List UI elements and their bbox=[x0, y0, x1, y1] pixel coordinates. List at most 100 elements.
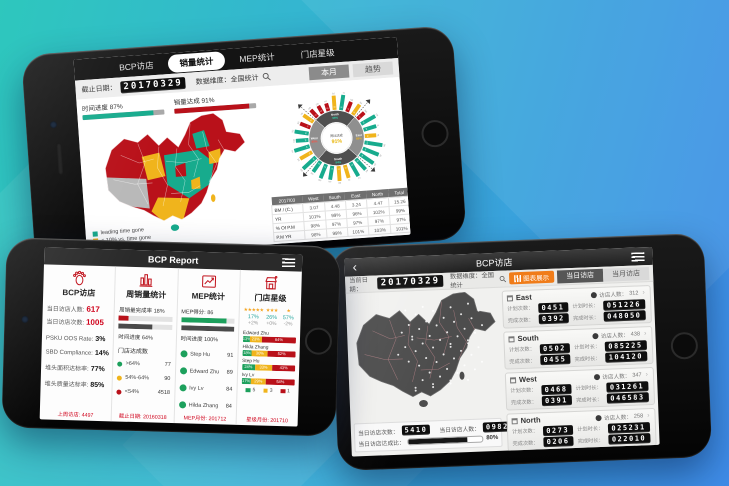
trend-button[interactable]: 趋势 bbox=[352, 61, 394, 78]
status-dot bbox=[116, 389, 122, 395]
done-count-counter: 0455 bbox=[540, 354, 571, 366]
home-button[interactable] bbox=[420, 119, 450, 149]
legend-swatch bbox=[92, 230, 98, 237]
camera-icon bbox=[49, 120, 58, 129]
done-time-counter: 104120 bbox=[605, 351, 648, 363]
weekly-rate-label: 周销量完成率 18% bbox=[119, 307, 165, 315]
svg-text:East: East bbox=[356, 133, 362, 137]
svg-text:LN: LN bbox=[375, 114, 378, 118]
rating-legend-item: 1 bbox=[280, 388, 290, 394]
section-footer: 上周访店: 4497 bbox=[57, 411, 94, 419]
person-rating-bar: Step Hu 24% 33% 43% bbox=[241, 358, 296, 371]
tab[interactable]: MEP统计 bbox=[228, 46, 287, 68]
region-card[interactable]: West 访店人数： 347 › 计划次数： 0468 计划时长： 031261 完成次… bbox=[504, 366, 656, 411]
svg-text:68: 68 bbox=[320, 110, 323, 113]
svg-text:SX: SX bbox=[359, 102, 363, 106]
region-card[interactable]: North 访店人数： 258 › 计划次数： 0273 计划时长： 025231 完成… bbox=[506, 407, 657, 452]
toggle-today[interactable]: 当日访店 bbox=[556, 268, 604, 284]
phone-bcp-visits: ‹ BCP访店 当前日期： 20170329 数据维度：全国统计 图表展示 当日… bbox=[329, 232, 713, 472]
menu-icon[interactable] bbox=[631, 251, 645, 262]
region-name: North bbox=[520, 415, 541, 426]
person-rating-bar: Ivy Lv 17% 29% 54% bbox=[241, 372, 295, 385]
menu-icon[interactable] bbox=[281, 258, 296, 268]
svg-text:83: 83 bbox=[318, 162, 321, 165]
kpi-row: SBD Compliance: 14% bbox=[45, 349, 109, 357]
section-title: MEP统计 bbox=[191, 291, 226, 302]
line-chart-icon bbox=[182, 272, 236, 290]
region-card[interactable]: East 访店人数： 312 › 计划次数： 0451 计划时长： 051226 完成次… bbox=[501, 284, 652, 329]
svg-text:GX: GX bbox=[297, 157, 301, 161]
svg-text:98: 98 bbox=[364, 148, 367, 151]
home-button[interactable] bbox=[670, 331, 699, 360]
building-icon bbox=[509, 376, 517, 383]
three-star-segment: 23% bbox=[249, 336, 262, 343]
filter-toolbar: 截止日期： 20170329 数据维度：全国统计 本月 趋势 bbox=[74, 58, 400, 100]
svg-text:76: 76 bbox=[307, 125, 310, 128]
people-icon bbox=[594, 373, 601, 380]
bars-icon bbox=[514, 274, 522, 282]
svg-text:同比达成: 同比达成 bbox=[330, 132, 343, 138]
plan-count-counter: 0451 bbox=[538, 301, 569, 313]
chart-display-button[interactable]: 图表展示 bbox=[508, 270, 555, 285]
one-star-segment: 43% bbox=[272, 364, 296, 371]
tab[interactable]: BCP访店 bbox=[108, 55, 166, 77]
plan-time-counter: 085225 bbox=[605, 339, 648, 352]
region-card[interactable]: South 访店人数： 438 › 计划次数： 0502 计划时长： 085225 完成… bbox=[503, 325, 654, 370]
people-count: 438 bbox=[630, 330, 641, 338]
svg-text:HI: HI bbox=[292, 150, 295, 153]
region-name: South bbox=[517, 333, 539, 344]
svg-text:HA: HA bbox=[328, 180, 332, 184]
svg-text:HN: HN bbox=[310, 171, 314, 175]
visits-counter: 5410 bbox=[401, 424, 431, 436]
region-name: East bbox=[515, 292, 532, 303]
store-icon bbox=[244, 274, 298, 292]
svg-text:HE: HE bbox=[350, 99, 354, 102]
person-score-row: Ivy Lv 84 bbox=[179, 384, 232, 392]
region-card-list: East 访店人数： 312 › 计划次数： 0451 计划时长： 051226 完成次… bbox=[501, 284, 657, 452]
svg-text:95: 95 bbox=[362, 122, 365, 125]
building-icon bbox=[511, 417, 518, 424]
svg-text:94%: 94% bbox=[335, 160, 341, 164]
search-icon[interactable] bbox=[262, 72, 272, 82]
person-dot bbox=[179, 367, 187, 375]
plan-count-counter: 0468 bbox=[541, 383, 572, 395]
svg-text:80: 80 bbox=[310, 119, 313, 122]
svg-text:North: North bbox=[331, 112, 339, 117]
svg-text:JX: JX bbox=[347, 178, 350, 181]
tab-label: BCP访店 bbox=[118, 59, 154, 73]
section-store-rating: 门店星级 ★★★★★ 17% +2% ★★★ 26% +0% ★ bbox=[236, 270, 302, 427]
svg-text:90: 90 bbox=[338, 167, 340, 169]
svg-text:CQ: CQ bbox=[293, 139, 295, 143]
tab[interactable]: 门店星级 bbox=[289, 42, 346, 64]
svg-text:West: West bbox=[311, 136, 318, 140]
done-time-counter: 046583 bbox=[607, 392, 650, 404]
breakdown-row: <54% 4518 bbox=[116, 389, 170, 396]
home-button[interactable] bbox=[304, 327, 333, 355]
people-icon bbox=[591, 291, 598, 298]
svg-text:88: 88 bbox=[305, 132, 307, 134]
svg-text:70: 70 bbox=[358, 116, 361, 119]
section-title: 周销量统计 bbox=[126, 289, 167, 300]
svg-text:ZJ: ZJ bbox=[373, 163, 376, 166]
tab[interactable]: 销量统计 bbox=[167, 50, 225, 73]
kpi-row: 堆头面积达标率: 77% bbox=[45, 364, 105, 373]
svg-text:75: 75 bbox=[347, 108, 350, 111]
section-footer: 星级月份: 201710 bbox=[246, 417, 289, 425]
people-count: 312 bbox=[629, 289, 639, 297]
person-rating-bar: Edward Zhu 13% 23% 64% bbox=[242, 331, 297, 343]
footprint-icon bbox=[47, 269, 111, 288]
search-icon[interactable] bbox=[499, 274, 507, 283]
star-group: ★★★ 26% +0% bbox=[263, 308, 280, 327]
building-icon bbox=[508, 335, 515, 342]
svg-text:85: 85 bbox=[344, 166, 346, 168]
chevron-right-icon: › bbox=[643, 330, 647, 338]
svg-text:NM: NM bbox=[363, 110, 367, 114]
svg-text:SN: SN bbox=[308, 107, 312, 111]
toggle-month[interactable]: 当月访店 bbox=[602, 266, 650, 282]
star-icons: ★ bbox=[286, 308, 291, 315]
people-count: 347 bbox=[632, 371, 642, 379]
tab-label: 门店星级 bbox=[300, 46, 335, 60]
month-button[interactable]: 本月 bbox=[308, 64, 350, 81]
one-star-segment: 64% bbox=[261, 336, 297, 343]
